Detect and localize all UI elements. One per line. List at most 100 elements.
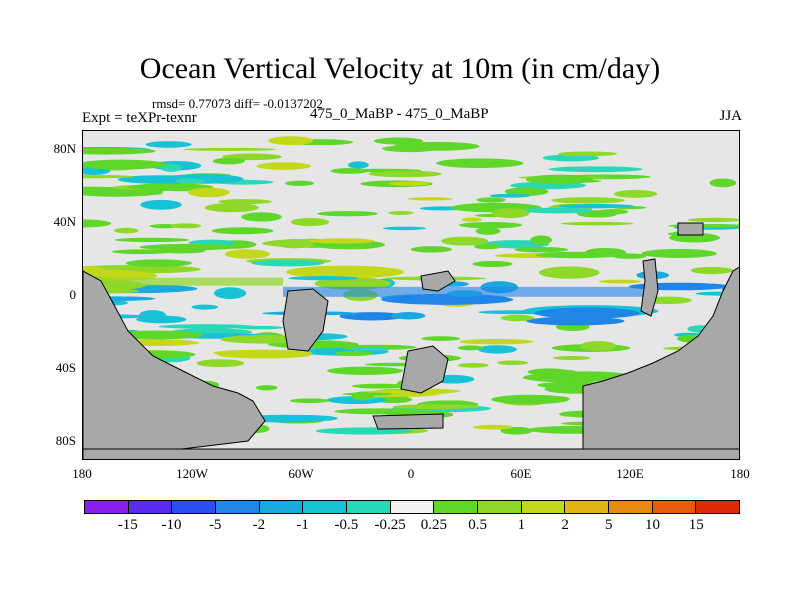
velocity-patch — [289, 398, 330, 404]
velocity-patch — [158, 324, 256, 329]
lat-tick-40n: 40N — [53, 214, 76, 229]
colorbar-label: 0.5 — [468, 517, 487, 533]
velocity-patch — [334, 350, 373, 357]
velocity-patch — [241, 212, 282, 222]
velocity-patch — [497, 360, 528, 366]
velocity-patch — [461, 217, 483, 222]
velocity-patch — [548, 166, 643, 173]
velocity-patch — [504, 187, 549, 196]
velocity-patch — [83, 191, 163, 196]
velocity-patch — [457, 362, 489, 368]
velocity-patch — [598, 279, 642, 284]
velocity-patch — [183, 147, 277, 151]
velocity-patch — [213, 287, 247, 299]
velocity-patch — [290, 217, 330, 227]
velocity-patch — [251, 259, 324, 267]
velocity-patch — [368, 170, 442, 178]
colorbar — [84, 500, 740, 514]
stats-text: rmsd= 0.77073 diff= -0.0137202 — [152, 96, 323, 111]
velocity-patch — [476, 197, 506, 203]
velocity-patch — [580, 341, 617, 351]
velocity-patch — [410, 246, 452, 253]
lat-tick-40s: 40S — [55, 360, 76, 375]
land-mass — [677, 222, 704, 236]
velocity-patch — [560, 221, 634, 226]
velocity-patch — [204, 203, 259, 213]
land-mass — [400, 345, 449, 394]
colorbar-segment — [390, 501, 435, 513]
colorbar-label: 1 — [517, 517, 526, 533]
velocity-patch — [557, 151, 618, 157]
velocity-patch — [342, 392, 394, 396]
land-mass — [420, 270, 456, 292]
velocity-patch — [83, 186, 119, 191]
velocity-patch — [458, 221, 523, 229]
velocity-patch — [472, 260, 513, 268]
lon-tick-180e: 180 — [730, 466, 750, 481]
velocity-patch — [288, 276, 359, 281]
velocity-patch — [491, 394, 570, 405]
colorbar-segment — [609, 501, 653, 513]
velocity-patch — [553, 356, 591, 361]
velocity-patch — [472, 424, 513, 430]
velocity-patch — [170, 223, 202, 229]
season-label: JJA — [719, 108, 742, 124]
velocity-patch — [285, 180, 315, 186]
velocity-patch — [309, 238, 375, 244]
velocity-patch — [491, 208, 530, 219]
colorbar-segment — [172, 501, 217, 513]
velocity-patch — [347, 161, 369, 169]
velocity-patch — [526, 316, 625, 326]
velocity-patch — [542, 154, 600, 162]
velocity-patch — [256, 162, 312, 170]
case-label: 475_0_MaBP - 475_0_MaBP — [310, 106, 489, 122]
velocity-patch — [459, 338, 534, 345]
velocity-patch — [382, 145, 438, 153]
velocity-patch — [475, 227, 501, 235]
velocity-patch — [597, 208, 629, 215]
colorbar-label: 10 — [645, 517, 661, 533]
experiment-label: Expt = teXPr-texnr — [82, 110, 197, 126]
equatorial-band — [283, 286, 643, 297]
velocity-patch — [191, 304, 219, 310]
velocity-patch — [83, 159, 167, 170]
velocity-patch — [349, 347, 391, 351]
velocity-patch — [391, 312, 426, 320]
lon-tick-60e: 60E — [510, 466, 532, 481]
colorbar-labels: -15 -10 -5 -2 -1 -0.5 -0.25 0.25 0.5 1 2 5 10 15 — [84, 517, 740, 537]
velocity-patch — [457, 345, 484, 351]
colorbar-segment — [696, 501, 740, 513]
velocity-patch — [114, 227, 139, 234]
velocity-patch — [373, 137, 424, 145]
colorbar-label: -0.25 — [374, 517, 406, 533]
velocity-patch — [83, 266, 104, 274]
colorbar-label: -15 — [117, 517, 138, 533]
colorbar-segment — [434, 501, 479, 513]
land-mass — [640, 258, 659, 317]
colorbar-segment — [347, 501, 391, 513]
velocity-patch — [388, 181, 431, 186]
lon-tick-0: 0 — [407, 466, 415, 481]
velocity-patch — [160, 163, 182, 172]
velocity-patch — [538, 266, 600, 279]
velocity-patch — [553, 179, 602, 183]
colorbar-segment — [565, 501, 610, 513]
velocity-patch — [255, 385, 278, 391]
velocity-patch — [139, 243, 239, 251]
colorbar-label: 2 — [561, 517, 569, 533]
lon-tick-180w: 180 — [72, 466, 92, 481]
velocity-patch — [551, 197, 625, 204]
velocity-patch — [709, 178, 737, 188]
land-mass — [582, 266, 739, 450]
velocity-patch — [382, 226, 427, 231]
velocity-patch — [690, 266, 734, 275]
velocity-patch — [421, 336, 461, 341]
velocity-patch — [187, 187, 230, 198]
velocity-patch — [392, 404, 480, 410]
velocity-patch — [212, 157, 246, 165]
velocity-patch — [436, 158, 524, 169]
velocity-patch — [555, 369, 579, 378]
velocity-patch — [196, 359, 245, 368]
colorbar-segment — [652, 501, 697, 513]
velocity-patch — [314, 277, 391, 290]
